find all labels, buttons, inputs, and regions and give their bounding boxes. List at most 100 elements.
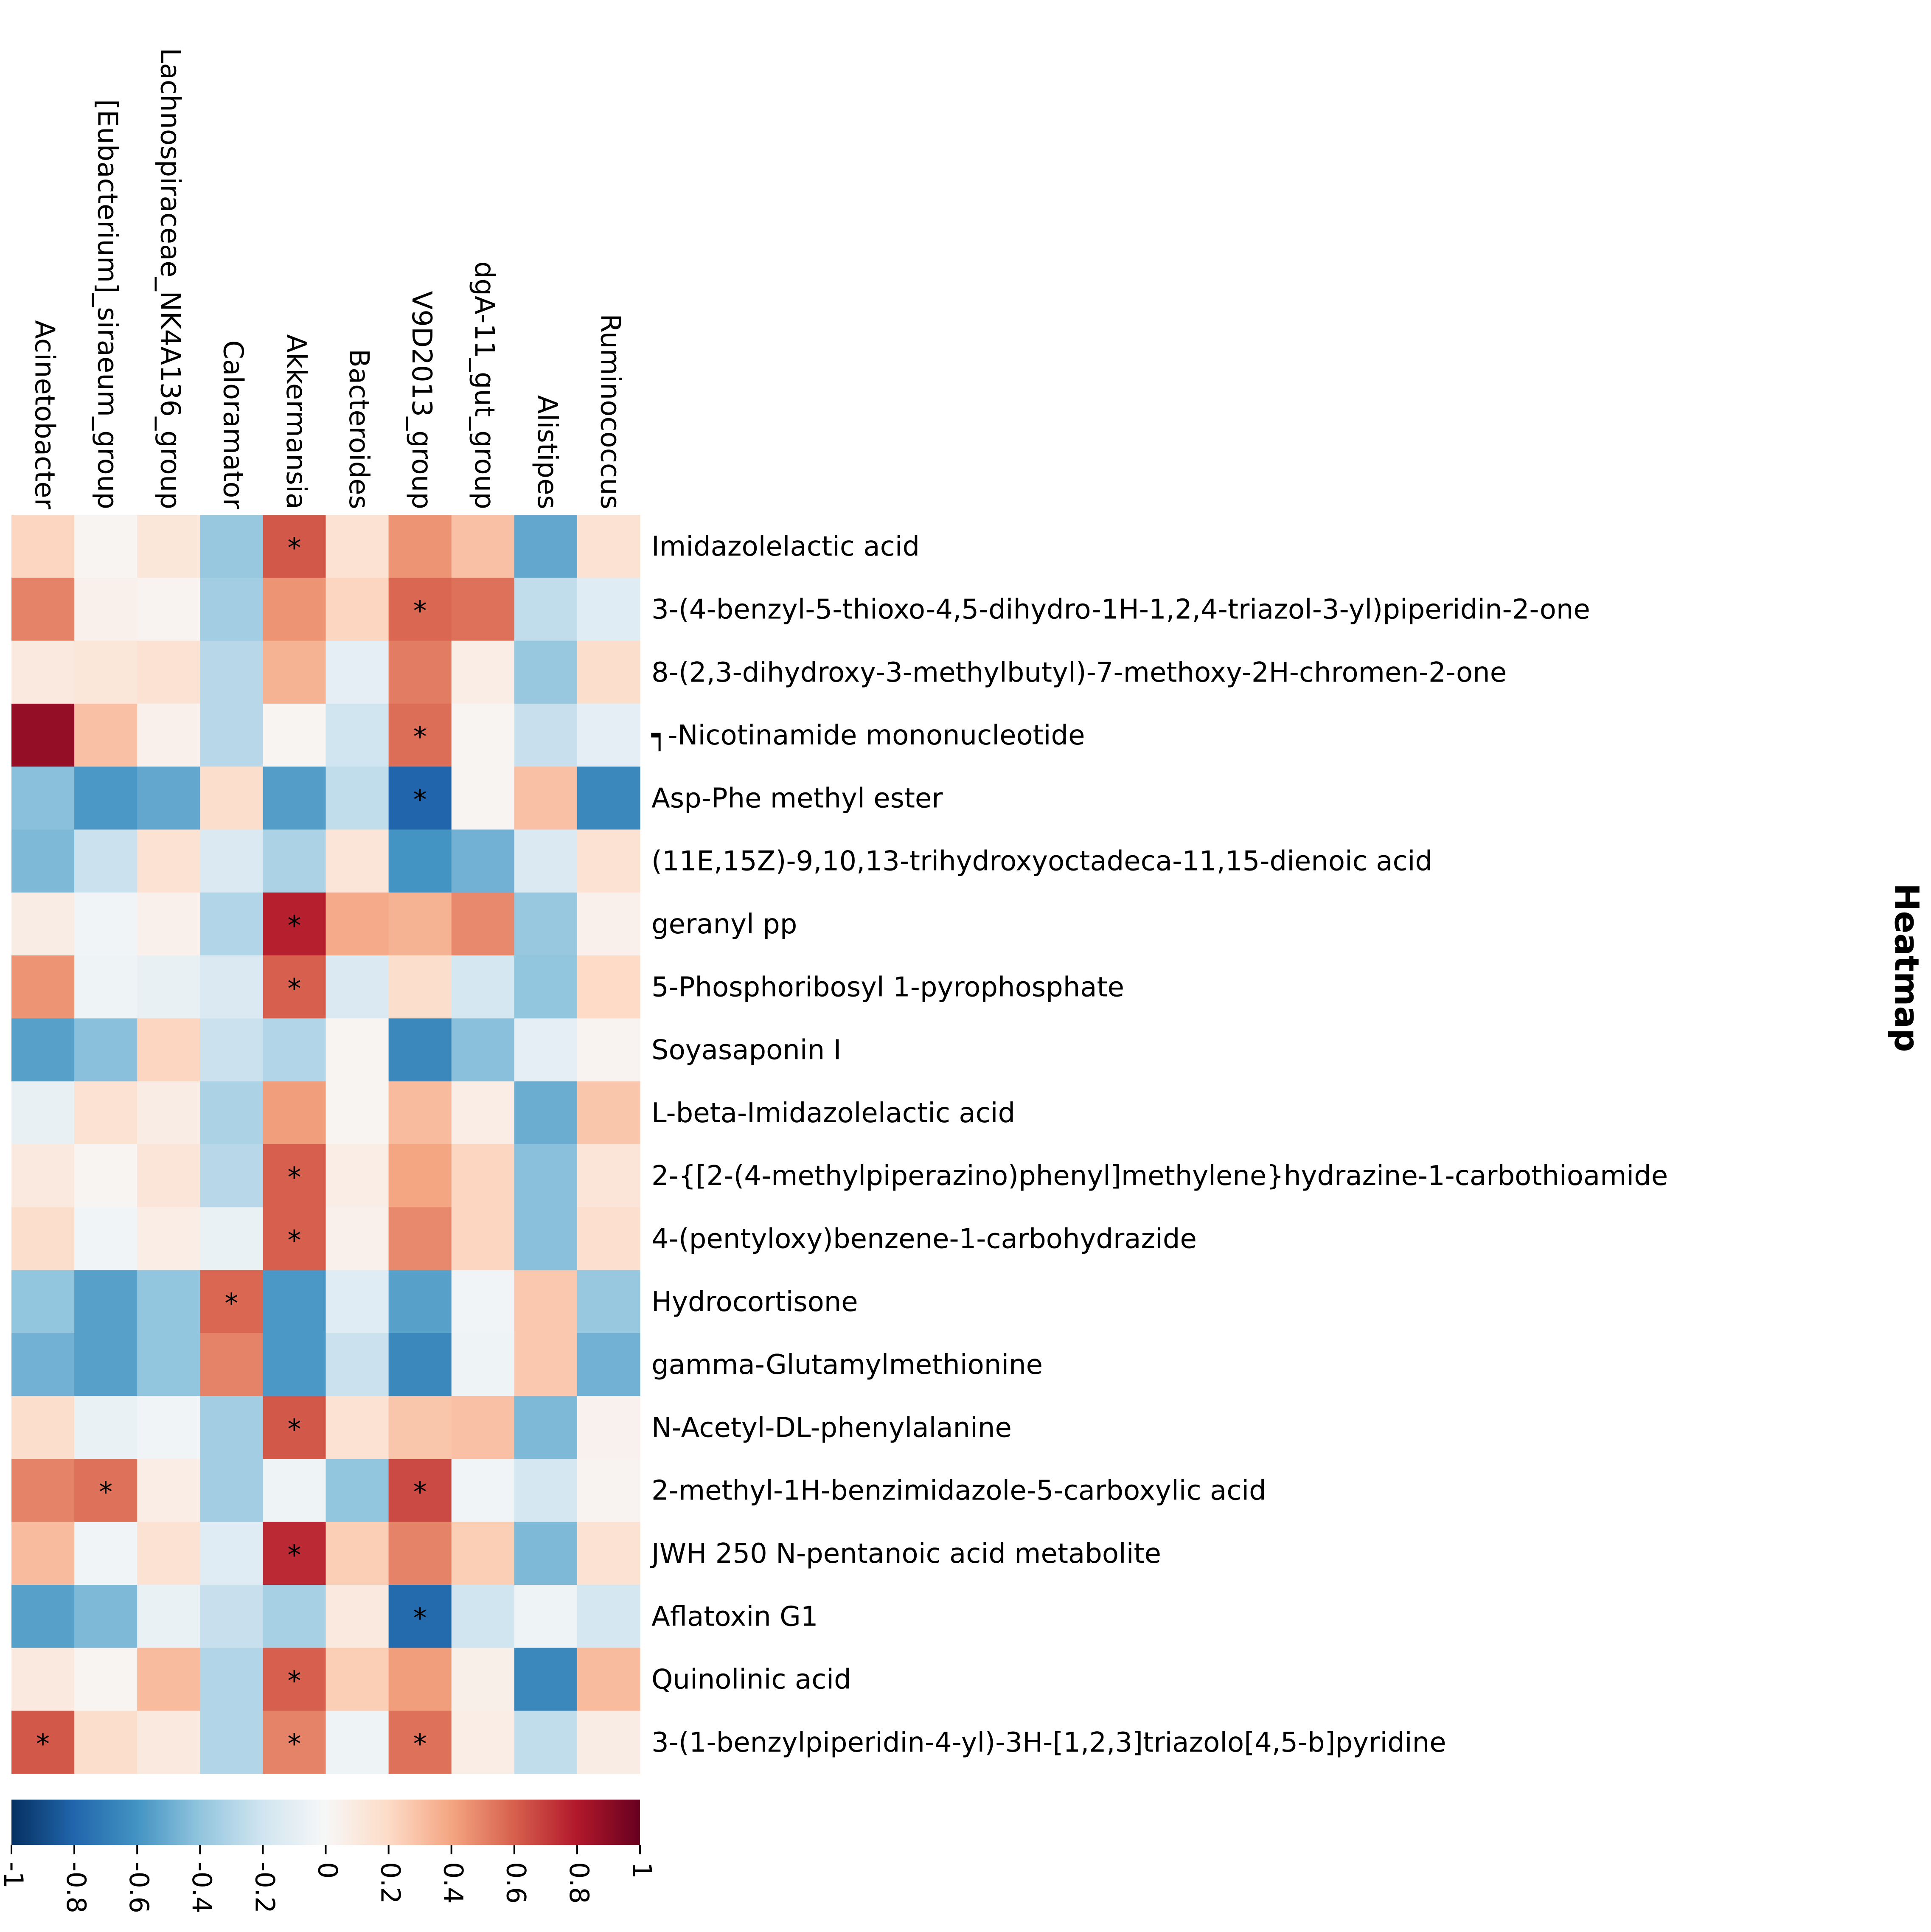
colorbar-tick-label: 0.2: [375, 1862, 406, 1904]
heatmap-cell: [11, 1585, 75, 1648]
column-label: Bacteroides: [343, 349, 374, 509]
heatmap-cell: [451, 1459, 515, 1522]
heatmap-cell: [326, 1648, 389, 1711]
row-label: 3-(1-benzylpiperidin-4-yl)-3H-[1,2,3]tri…: [651, 1727, 1446, 1758]
heatmap-cell: [514, 1333, 578, 1396]
heatmap-cell: [577, 1585, 640, 1648]
heatmap-cell: [388, 892, 452, 956]
row-label: Imidazolelactic acid: [651, 531, 920, 562]
heatmap-cell: [388, 1710, 452, 1774]
heatmap-cell: [388, 1648, 452, 1711]
heatmap-cell: [326, 1710, 389, 1774]
colorbar-ticks: -1 -0.8 -0.6 -0.4 -0.2 0 0.2 0.4 0.6 0.8 1: [0, 1845, 657, 1913]
heatmap-cell: [137, 1710, 200, 1774]
heatmap-cell: [451, 955, 515, 1019]
column-label: Caloramator: [217, 340, 249, 510]
significance-star: *: [413, 596, 427, 627]
heatmap-cell: [137, 1396, 200, 1460]
colorbar-tick-label: 0.6: [501, 1862, 532, 1904]
significance-star: *: [287, 1414, 301, 1445]
heatmap-cell: [326, 1081, 389, 1145]
heatmap-cell: [200, 1522, 263, 1585]
heatmap-cell: [263, 1648, 326, 1711]
heatmap-cell: [137, 829, 200, 893]
heatmap-cell: [577, 640, 640, 704]
significance-star: *: [287, 1225, 301, 1257]
heatmap-cell: [200, 829, 263, 893]
row-label: (11E,15Z)-9,10,13-trihydroxyoctadeca-11,…: [651, 846, 1432, 877]
heatmap-cell: [326, 1144, 389, 1208]
heatmap-cell: [11, 1710, 75, 1774]
heatmap-cell: [74, 578, 138, 641]
chart-title: Heatmap: [1887, 883, 1925, 1052]
heatmap-cell: [263, 1270, 326, 1334]
heatmap-cell: [388, 1333, 452, 1396]
heatmap-cell: [388, 955, 452, 1019]
heatmap-cell: [514, 767, 578, 830]
heatmap-cell: [388, 1459, 452, 1522]
heatmap-cell: [388, 1207, 452, 1271]
heatmap-cell: [451, 1522, 515, 1585]
heatmap-cell: [263, 1207, 326, 1271]
heatmap-cell: [263, 955, 326, 1019]
heatmap-cell: [263, 1018, 326, 1082]
heatmap-cell: [11, 955, 75, 1019]
heatmap-cell: [74, 892, 138, 956]
heatmap-cell: [326, 1018, 389, 1082]
heatmap-cell: [326, 1270, 389, 1334]
heatmap-cell: [137, 892, 200, 956]
heatmap-cell: [200, 640, 263, 704]
heatmap-cell: [200, 1648, 263, 1711]
row-labels: Imidazolelactic acid 3-(4-benzyl-5-thioxo…: [650, 531, 1668, 1758]
significance-star: *: [287, 533, 301, 564]
heatmap-cell: [451, 1018, 515, 1082]
heatmap-cell: [451, 1710, 515, 1774]
heatmap-cell: [388, 829, 452, 893]
heatmap-cell: [74, 955, 138, 1019]
heatmap-cell: [326, 703, 389, 767]
heatmap-cell: [11, 515, 75, 578]
heatmap-cell: [451, 1396, 515, 1460]
heatmap-cell: [514, 1081, 578, 1145]
heatmap-cell: [263, 767, 326, 830]
row-label: Quinolinic acid: [651, 1664, 851, 1696]
column-label: Alistipes: [531, 395, 563, 509]
colorbar-tick-label: -0.8: [61, 1862, 92, 1913]
row-label: L-beta-Imidazolelactic acid: [651, 1098, 1015, 1129]
heatmap-cell: [451, 892, 515, 956]
heatmap-cell: [263, 1144, 326, 1208]
heatmap-cell: [200, 578, 263, 641]
heatmap-cell: [326, 1333, 389, 1396]
row-label: geranyl pp: [651, 909, 797, 940]
significance-markers: * * * * * * * * * * * * * * * * * *: [36, 533, 427, 1760]
heatmap-cell: [577, 515, 640, 578]
heatmap-cell: [326, 767, 389, 830]
significance-star: *: [225, 1288, 238, 1320]
heatmap-cell: [11, 703, 75, 767]
row-label: Aflatoxin G1: [651, 1601, 818, 1632]
heatmap-cell: [326, 955, 389, 1019]
heatmap-cell: [451, 1081, 515, 1145]
heatmap-cell: [137, 515, 200, 578]
heatmap-cell: [137, 1333, 200, 1396]
column-label: Lachnospiraceae_NK4A136_group: [154, 48, 186, 509]
heatmap-cell: [137, 1585, 200, 1648]
row-label: N-Acetyl-DL-phenylalanine: [651, 1412, 1012, 1443]
column-label: V9D2013_group: [406, 291, 437, 509]
heatmap-cell: [388, 767, 452, 830]
heatmap-cell: [514, 1270, 578, 1334]
colorbar-tick-label: -0.4: [186, 1862, 217, 1913]
row-label: 4-(pentyloxy)benzene-1-carbohydrazide: [651, 1224, 1197, 1255]
heatmap-cell: [514, 1648, 578, 1711]
heatmap-cell: [137, 1207, 200, 1271]
heatmap-cell: [74, 640, 138, 704]
heatmap-cell: [11, 1459, 75, 1522]
heatmap-cell: [74, 1459, 138, 1522]
heatmap-cell: [263, 892, 326, 956]
column-labels: Acinetobacter [Eubacterium]_siraeum_group…: [28, 48, 626, 510]
heatmap-cell: [451, 1270, 515, 1334]
heatmap-cell: [577, 1144, 640, 1208]
heatmap-cell: [577, 892, 640, 956]
colorbar-tick-label: 1: [626, 1862, 657, 1879]
heatmap-cell: [200, 703, 263, 767]
